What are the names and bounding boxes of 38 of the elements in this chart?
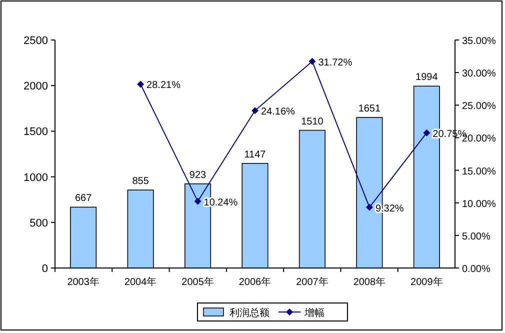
y2-tick-label: 15.00% (462, 166, 496, 178)
data-label: 24.16% (261, 106, 296, 118)
data-label: 1147 (244, 149, 266, 160)
y-tick-label: 2000 (24, 80, 48, 93)
data-label: 1651 (358, 103, 382, 114)
point (194, 198, 202, 205)
data-label: 667 (74, 193, 92, 204)
y2-tick-label: 5.00% (462, 231, 490, 242)
x-tick-label: 2004年 (124, 276, 157, 288)
data-label: 31.72% (318, 57, 352, 68)
data-label: 1994 (416, 72, 438, 84)
y-tick-label: 0 (42, 263, 48, 275)
x-tick-label: 2006年 (238, 276, 272, 288)
y2-tick-label: 0.00% (462, 264, 490, 275)
y-tick-label: 1500 (24, 126, 48, 138)
point (366, 204, 373, 211)
data-label: 28.21% (146, 80, 181, 92)
x-tick-label: 2005年 (182, 276, 214, 288)
point (252, 107, 258, 114)
x-tick-label: 2008年 (353, 276, 386, 288)
y-tick-label: 2500 (24, 35, 48, 47)
x-tick-label: 2009年 (410, 276, 443, 288)
legend-label: 利润总额 (230, 307, 270, 319)
y-tick-label: 1000 (24, 172, 48, 184)
y2-tick-label: 30.00% (462, 68, 496, 80)
point (308, 58, 316, 65)
legend-label: 增幅 (304, 307, 324, 319)
y2-tick-label: 10.00% (462, 198, 496, 210)
data-label: 923 (189, 170, 207, 181)
y2-tick-label: 25.00% (462, 101, 496, 112)
y2-tick-label: 35.00% (462, 36, 496, 47)
data-label: 855 (132, 176, 150, 188)
y-tick-label: 500 (30, 217, 48, 230)
data-label: 1510 (301, 116, 324, 128)
point (423, 129, 430, 136)
x-tick-label: 2007年 (296, 276, 328, 288)
x-tick-label: 2003年 (67, 276, 100, 288)
point (137, 80, 144, 88)
